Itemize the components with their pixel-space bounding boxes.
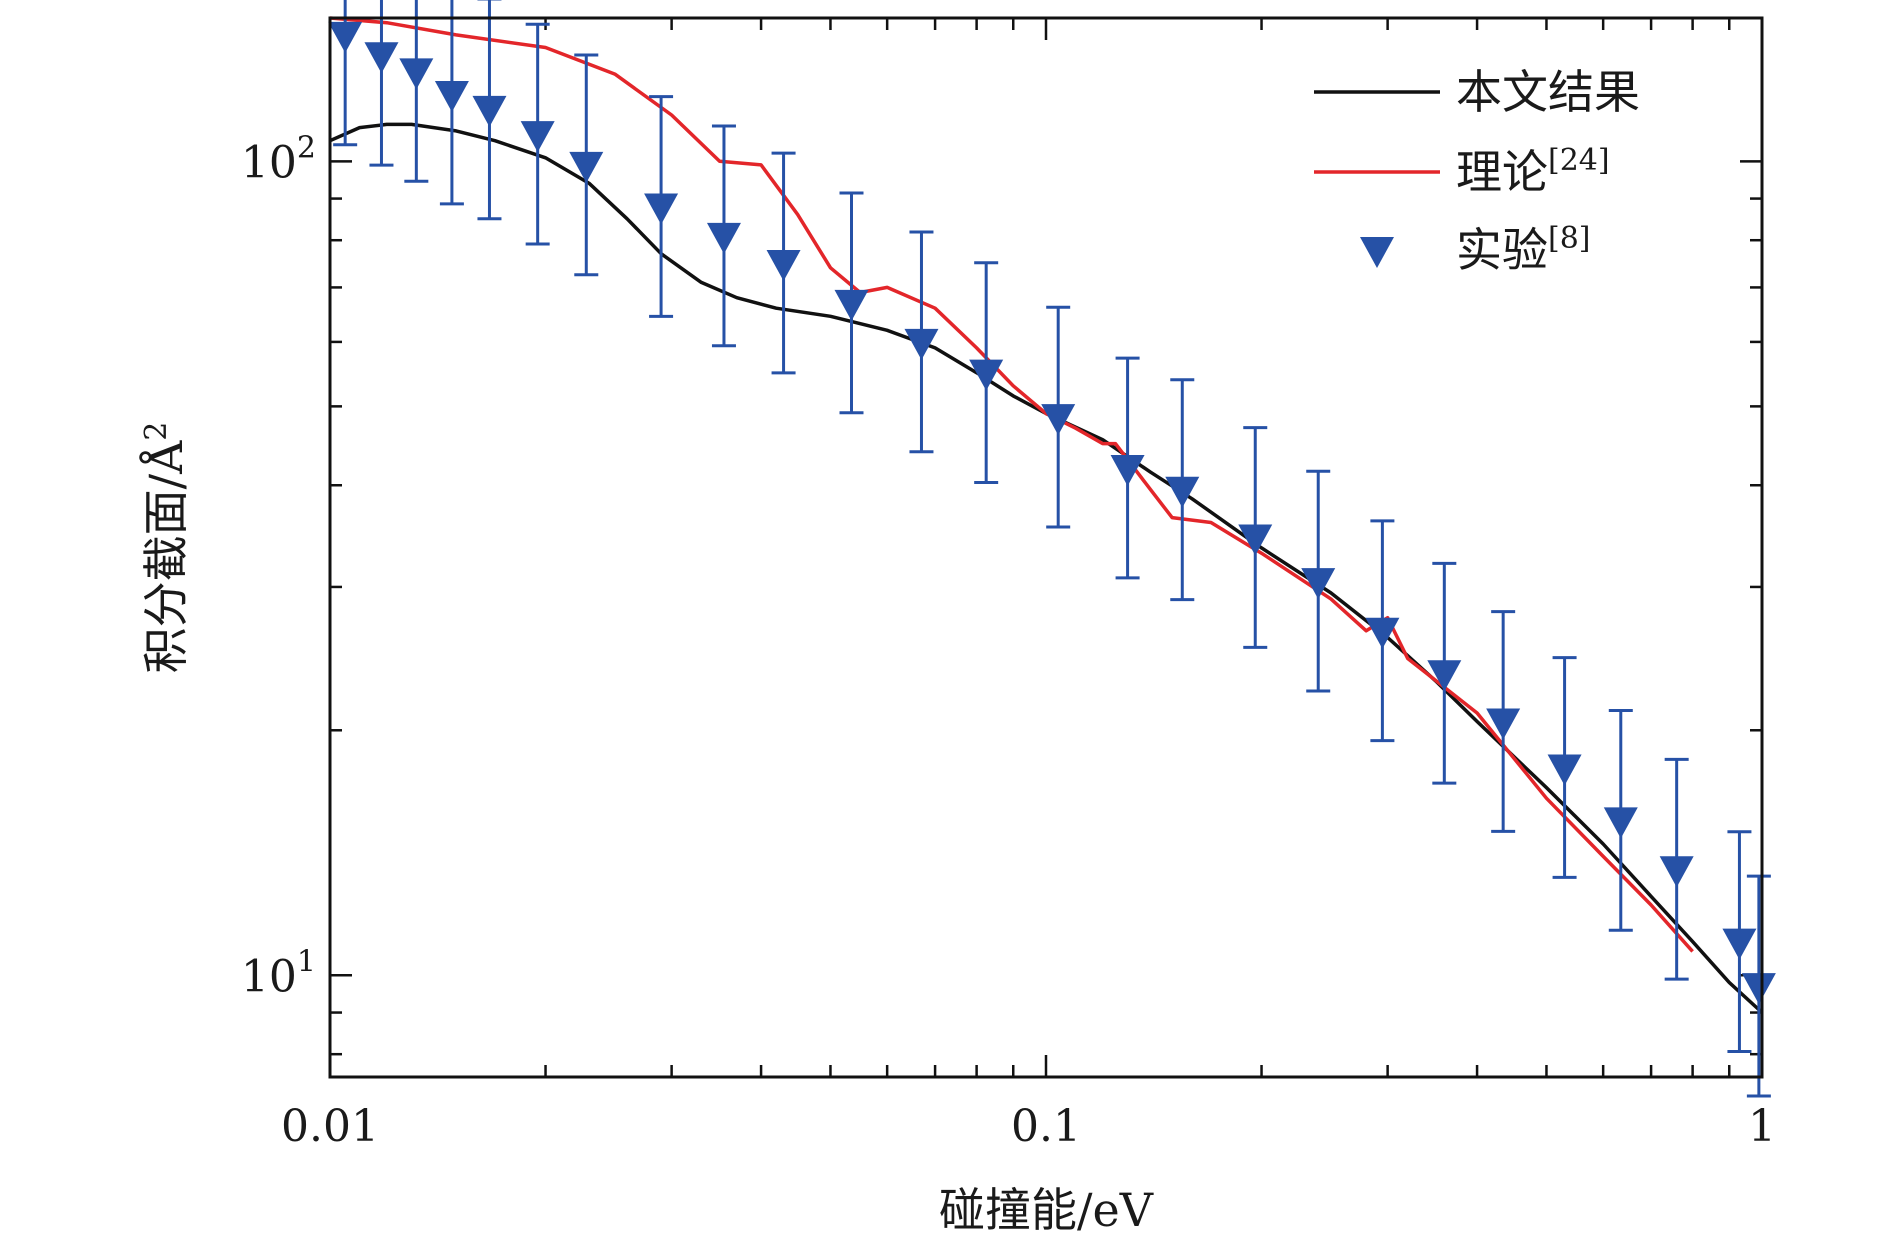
triangle-marker xyxy=(1365,617,1400,649)
triangle-marker xyxy=(434,80,469,112)
data-point xyxy=(1110,356,1145,580)
y-tick-exp: 2 xyxy=(297,130,316,165)
triangle-marker xyxy=(364,42,399,74)
data-point xyxy=(520,22,555,246)
legend-swatch xyxy=(1360,237,1394,268)
data-point xyxy=(1741,874,1776,1098)
data-point xyxy=(328,0,363,147)
x-axis-title: 碰撞能/eV xyxy=(939,1183,1154,1237)
triangle-marker xyxy=(904,328,939,360)
x-tick-label: 0.1 xyxy=(1011,1101,1081,1152)
triangle-marker xyxy=(1659,856,1694,888)
legend-item: 实验[8] xyxy=(1360,221,1591,277)
triangle-marker xyxy=(520,121,555,153)
triangle-marker xyxy=(399,58,434,90)
y-tick-label: 101 xyxy=(241,944,316,1002)
data-point xyxy=(364,0,399,167)
triangle-marker xyxy=(969,359,1004,391)
legend-label-name: 理论 xyxy=(1456,145,1548,199)
triangle-marker xyxy=(1041,404,1076,436)
triangle-marker xyxy=(569,151,604,183)
x-tick-label: 1 xyxy=(1748,1101,1776,1152)
triangle-marker xyxy=(472,95,507,127)
triangle-marker xyxy=(1722,928,1757,960)
legend-label: 本文结果 xyxy=(1456,65,1640,119)
data-point xyxy=(569,53,604,277)
data-point xyxy=(1238,426,1273,649)
data-point xyxy=(1659,757,1694,981)
triangle-marker xyxy=(1238,524,1273,556)
x-tick-label: 0.01 xyxy=(281,1101,379,1152)
triangle-marker xyxy=(1110,454,1145,486)
data-point xyxy=(472,0,507,221)
data-point xyxy=(1486,610,1521,833)
data-point xyxy=(904,230,939,454)
data-point xyxy=(1041,305,1076,529)
marker-layer xyxy=(328,0,1776,1098)
data-point xyxy=(1301,469,1336,693)
triangle-marker xyxy=(1301,568,1336,600)
legend-item: 本文结果 xyxy=(1314,65,1640,119)
data-point xyxy=(434,0,469,206)
data-point xyxy=(834,191,869,415)
legend-label: 理论[24] xyxy=(1456,143,1610,199)
data-point xyxy=(1165,378,1200,602)
triangle-marker xyxy=(1741,973,1776,1005)
y-axis-title-sup: 2 xyxy=(139,422,174,441)
triangle-marker xyxy=(834,289,869,321)
data-point xyxy=(706,124,741,348)
data-point xyxy=(644,95,679,318)
triangle-marker xyxy=(706,222,741,254)
y-axis-title-text: 积分截面/Å xyxy=(138,440,193,673)
data-point xyxy=(1427,561,1462,785)
legend-item: 理论[24] xyxy=(1314,143,1610,199)
triangle-marker xyxy=(1547,754,1582,786)
triangle-marker xyxy=(1486,708,1521,740)
triangle-marker xyxy=(766,250,801,282)
legend-label-name: 本文结果 xyxy=(1456,65,1640,119)
data-point xyxy=(399,0,434,183)
triangle-marker xyxy=(328,21,363,53)
triangle-marker xyxy=(1427,660,1462,692)
plot-frame xyxy=(328,16,1764,1079)
triangle-marker xyxy=(1603,807,1638,839)
y-tick-base: 10 xyxy=(241,951,297,1002)
data-point xyxy=(1547,656,1582,879)
data-point xyxy=(1603,708,1638,932)
legend-label: 实验[8] xyxy=(1456,221,1591,277)
data-point xyxy=(969,261,1004,485)
data-point xyxy=(1365,519,1400,743)
y-tick-label: 102 xyxy=(241,130,316,188)
legend-label-name: 实验 xyxy=(1456,223,1548,277)
legend-label-ref: [8] xyxy=(1548,221,1591,256)
y-axis-title: 积分截面/Å2 xyxy=(138,422,193,674)
y-axis-title-group: 积分截面/Å2 xyxy=(138,422,193,674)
data-point xyxy=(1722,830,1757,1053)
triangle-marker xyxy=(644,193,679,225)
legend-label-ref: [24] xyxy=(1548,143,1610,178)
y-tick-base: 10 xyxy=(241,137,297,188)
y-tick-exp: 1 xyxy=(297,944,316,979)
triangle-marker xyxy=(1165,476,1200,508)
data-point xyxy=(766,151,801,375)
